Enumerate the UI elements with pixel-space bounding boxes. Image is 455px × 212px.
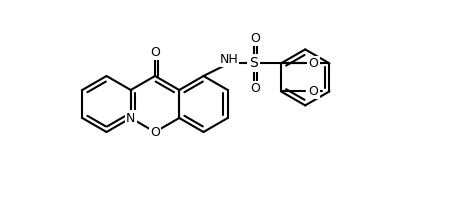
Text: N: N	[126, 112, 135, 124]
Text: NH: NH	[219, 53, 238, 66]
Text: O: O	[308, 57, 318, 70]
Text: S: S	[249, 56, 258, 70]
Text: O: O	[308, 85, 318, 98]
Text: O: O	[150, 126, 160, 138]
Text: O: O	[150, 46, 160, 59]
Text: O: O	[249, 32, 259, 45]
Text: O: O	[249, 82, 259, 95]
